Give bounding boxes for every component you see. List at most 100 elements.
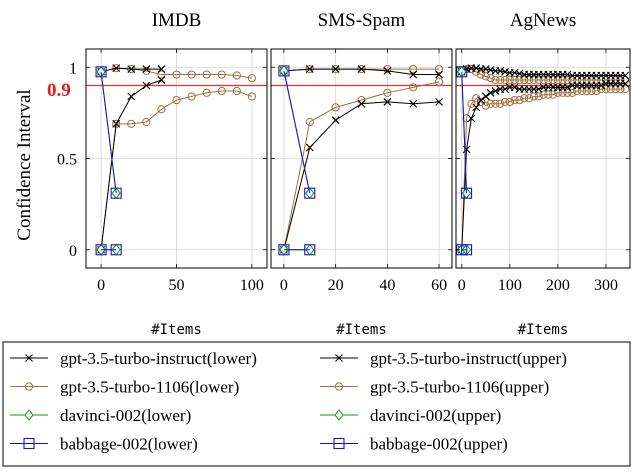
- legend-entry: davinci-002(upper): [320, 406, 501, 425]
- data-point: [110, 244, 122, 256]
- data-point: [515, 75, 524, 85]
- data-point: [563, 88, 572, 97]
- data-point: [409, 70, 418, 79]
- data-point: [505, 75, 514, 85]
- data-point: [563, 75, 572, 85]
- data-point: [520, 94, 529, 103]
- x-tick-label: 0: [458, 277, 466, 294]
- x-axis-label: #Items: [151, 322, 202, 338]
- y-tick-label: 0.5: [57, 152, 77, 169]
- data-point: [486, 88, 495, 97]
- data-point: [501, 85, 509, 94]
- x-axis-label: #Items: [336, 322, 387, 338]
- data-point: [331, 116, 340, 125]
- y-tick-label: 1: [69, 60, 77, 77]
- series-gpt-3.5-turbo-1106-lower: [96, 86, 257, 254]
- legend-entry: gpt-3.5-turbo-1106(upper): [320, 378, 549, 397]
- data-point: [202, 70, 211, 79]
- data-point: [510, 96, 519, 105]
- data-point: [616, 85, 625, 94]
- panel-3: 0 100 200 300 AgNews #Items: [455, 10, 631, 338]
- data-point: [491, 87, 500, 95]
- data-point: [409, 99, 418, 108]
- data-point: [95, 66, 107, 78]
- x-tick-label: 100: [240, 277, 264, 294]
- data-point: [592, 75, 601, 85]
- data-point: [573, 75, 582, 85]
- data-point: [500, 97, 510, 107]
- y-axis-label: Confidence Interval: [14, 89, 35, 240]
- data-point: [496, 75, 505, 85]
- legend-marker: [334, 382, 344, 391]
- data-point: [127, 119, 136, 128]
- data-point: [95, 244, 107, 256]
- chart-panels: 0 50 100 0 0.5 1 IMDB #Items 0 20 40 60 SMS-Spam #Ite…: [57, 10, 631, 338]
- data-point: [357, 65, 366, 73]
- x-tick-label: 20: [328, 277, 344, 294]
- data-point: [611, 85, 620, 94]
- series-line: [283, 70, 311, 194]
- data-point: [187, 92, 196, 101]
- data-point: [491, 99, 500, 108]
- data-point: [247, 74, 257, 83]
- data-point: [539, 90, 548, 99]
- data-point: [187, 70, 196, 79]
- x-tick-label: 50: [169, 277, 185, 294]
- series-group: [278, 64, 444, 256]
- data-point: [481, 72, 490, 81]
- data-point: [247, 92, 257, 101]
- data-point: [505, 97, 514, 107]
- data-point: [568, 88, 577, 97]
- data-point: [597, 75, 606, 85]
- data-point: [500, 75, 510, 85]
- data-point: [486, 74, 495, 83]
- x-axis-label: #Items: [518, 322, 569, 338]
- data-point: [409, 64, 418, 74]
- y-tick-label: 0: [69, 243, 77, 260]
- x-tick-label: 200: [546, 277, 570, 294]
- data-point: [510, 83, 519, 92]
- data-point: [435, 98, 443, 106]
- series-line: [100, 79, 162, 250]
- data-point: [112, 64, 121, 73]
- data-point: [529, 75, 538, 85]
- data-point: [524, 75, 534, 85]
- data-point: [461, 244, 473, 256]
- data-point: [142, 81, 151, 90]
- data-point: [553, 75, 563, 85]
- legend-entry: babbage-002(lower): [10, 435, 198, 454]
- series-gpt-3.5-turbo-1106-upper: [279, 64, 444, 76]
- legend-marker: [24, 409, 34, 421]
- x-tick-label: 60: [431, 277, 447, 294]
- data-point: [434, 77, 444, 86]
- series-babbage-002-lower: [95, 244, 122, 256]
- series-babbage-002-lower: [278, 244, 316, 256]
- series-line: [461, 71, 468, 194]
- data-point: [477, 96, 485, 104]
- data-point: [462, 114, 471, 123]
- data-point: [481, 101, 490, 110]
- series-babbage-002-upper: [95, 66, 122, 199]
- data-point: [357, 99, 366, 108]
- data-point: [486, 99, 495, 108]
- legend-label: gpt-3.5-turbo-1106(upper): [370, 378, 549, 397]
- data-point: [157, 70, 166, 79]
- data-point: [305, 117, 314, 127]
- legend-marker: [333, 437, 345, 450]
- data-point: [601, 85, 611, 94]
- data-point: [467, 114, 476, 123]
- data-point: [481, 92, 490, 101]
- data-point: [558, 75, 567, 85]
- data-point: [434, 64, 444, 74]
- data-point: [534, 85, 543, 94]
- data-point: [621, 71, 630, 80]
- panel-title: IMDB: [152, 10, 202, 31]
- x-tick-label: 100: [498, 277, 522, 294]
- data-point: [305, 65, 314, 73]
- data-point: [202, 88, 211, 97]
- data-point: [142, 66, 151, 76]
- data-point: [582, 75, 591, 85]
- data-point: [515, 96, 524, 105]
- data-point: [472, 103, 481, 112]
